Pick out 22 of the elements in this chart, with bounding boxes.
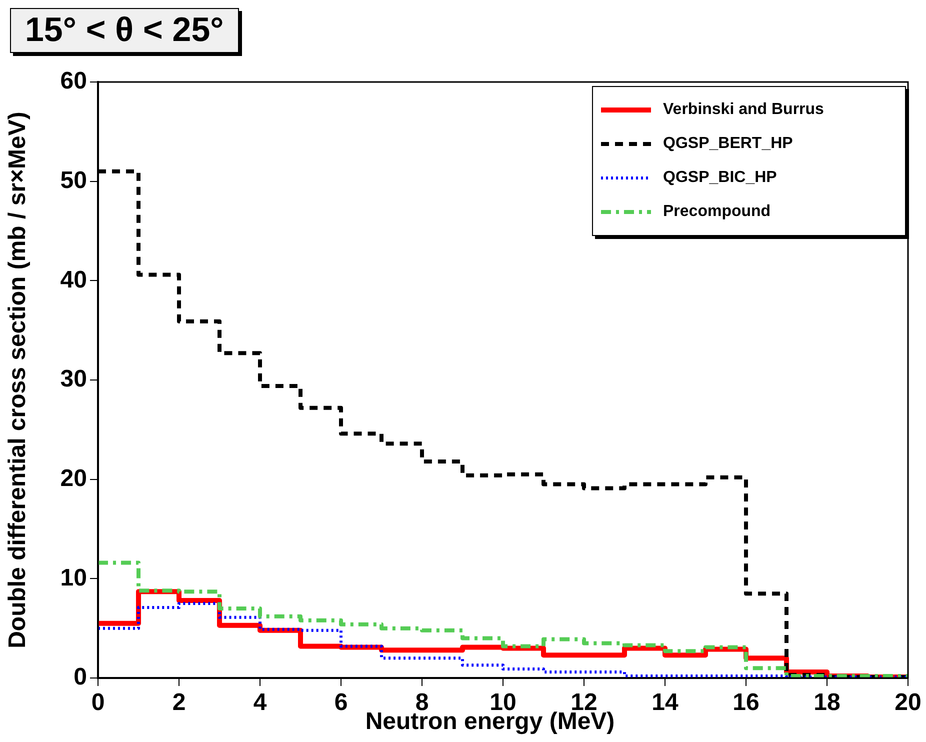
legend-label: Precompound: [663, 203, 771, 221]
chart-title: 15° < θ < 25°: [10, 8, 239, 53]
x-tick-label: 16: [732, 689, 760, 716]
y-tick-label: 20: [60, 464, 87, 492]
y-tick-label: 60: [60, 68, 87, 95]
y-tick-label: 30: [60, 366, 87, 393]
legend-label: QGSP_BERT_HP: [663, 135, 793, 153]
x-tick-label: 18: [814, 689, 840, 716]
x-tick-label: 10: [490, 689, 516, 716]
x-tick-label: 14: [652, 689, 679, 716]
x-tick-label: 4: [253, 689, 268, 716]
x-tick-label: 6: [334, 689, 348, 716]
legend-label: QGSP_BIC_HP: [663, 169, 777, 187]
x-tick-label: 0: [91, 689, 105, 716]
legend-label: Verbinski and Burrus: [663, 101, 824, 119]
y-tick-label: 50: [60, 166, 87, 194]
x-tick-label: 20: [894, 689, 922, 716]
y-tick-label: 0: [74, 664, 87, 691]
y-tick-label: 40: [60, 266, 87, 294]
x-tick-label: 2: [172, 689, 186, 716]
y-tick-label: 10: [60, 564, 87, 592]
y-axis-title: Double differential cross section (mb / sr×MeV): [4, 112, 32, 648]
